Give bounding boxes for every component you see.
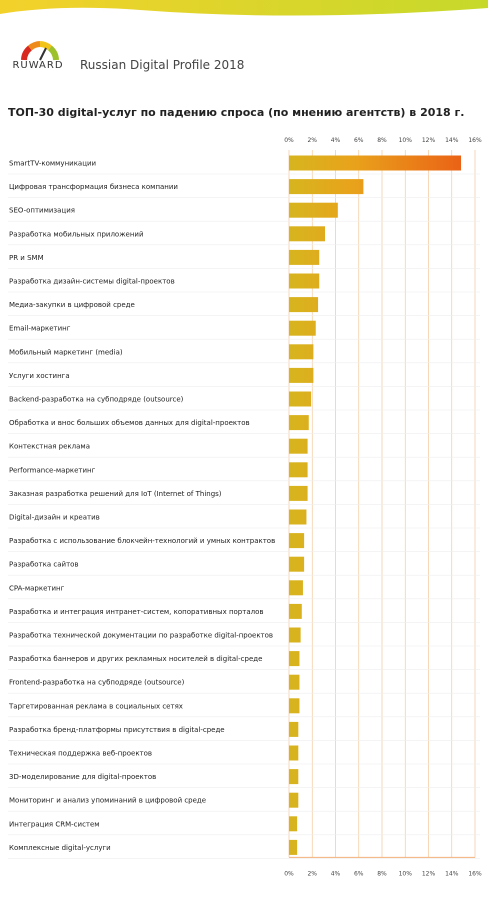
bar — [289, 721, 299, 737]
tick-label-top: 14% — [445, 137, 459, 144]
category-label: Интеграция CRM-систем — [9, 820, 100, 828]
tick-label-bottom: 16% — [468, 870, 482, 877]
bar — [289, 415, 309, 431]
tick-label-bottom: 8% — [377, 870, 387, 877]
category-label: Разработка технической документации по р… — [9, 632, 273, 640]
category-label: Техническая поддержка веб-проектов — [8, 750, 152, 758]
tick-label-bottom: 6% — [354, 870, 364, 877]
brand-name: RUWARD — [12, 60, 64, 71]
category-label: Backend-разработка на субподряде (outsou… — [9, 396, 184, 404]
ruward-logo — [8, 34, 72, 74]
bar — [289, 179, 364, 195]
bar — [289, 792, 299, 808]
category-label: Медиа-закупки в цифровой среде — [9, 301, 135, 309]
category-label: Контекстная реклама — [9, 443, 90, 451]
tick-label-bottom: 10% — [399, 870, 413, 877]
category-label: Комплексные digital-услуги — [9, 844, 111, 852]
category-label: Обработка и внос больших объемов данных … — [9, 419, 250, 427]
bar — [289, 273, 320, 289]
category-label: CPA-маркетинг — [9, 584, 65, 592]
category-label: Мобильный маркетинг (media) — [9, 348, 123, 356]
bar — [289, 226, 326, 242]
gauge-icon — [21, 41, 59, 61]
horizontal-bar-chart: 0% 0% 2% 2% 4% 4% 6% 6% 8% 8% 10% 10% 12% 12% 14% 14% 16… — [8, 137, 482, 877]
top-decorative-band — [0, 0, 488, 16]
tick-label-top: 12% — [422, 137, 436, 144]
category-label: Разработка с использование блокчейн-техн… — [9, 537, 275, 545]
tick-label-top: 4% — [331, 137, 341, 144]
category-label: SmartTV-коммуникации — [9, 160, 96, 168]
bar — [289, 556, 305, 572]
bar — [289, 344, 314, 360]
bar — [289, 249, 320, 265]
bar — [289, 816, 298, 832]
bar — [289, 533, 305, 549]
bar — [289, 202, 338, 218]
bar — [289, 674, 300, 690]
category-label: SEO-оптимизация — [9, 207, 75, 215]
bar — [289, 698, 300, 714]
bar — [289, 391, 312, 407]
tick-label-bottom: 12% — [422, 870, 436, 877]
chart-title: ТОП-30 digital-услуг по падению спроса (… — [8, 106, 465, 119]
bar — [289, 367, 314, 383]
category-label: Разработка баннеров и других рекламных н… — [9, 655, 262, 663]
bar — [289, 462, 308, 478]
top-band-shape — [0, 0, 488, 16]
bar — [289, 839, 298, 855]
category-label: Digital-дизайн и креатив — [9, 514, 100, 522]
bar — [289, 297, 319, 313]
tick-label-top: 16% — [468, 137, 482, 144]
bar — [289, 651, 300, 667]
bar — [289, 509, 307, 525]
tick-label-top: 6% — [354, 137, 364, 144]
report-subtitle: Russian Digital Profile 2018 — [80, 58, 245, 72]
tick-label-top: 10% — [399, 137, 413, 144]
bar — [289, 769, 299, 785]
category-label: 3D-моделирование для digital-проектов — [9, 773, 156, 781]
category-label: Разработка дизайн-системы digital-проект… — [9, 278, 175, 286]
category-label: Frontend-разработка на субподряде (outso… — [9, 679, 185, 687]
bar — [289, 580, 303, 596]
category-label: Email-маркетинг — [9, 325, 71, 333]
category-label: Услуги хостинга — [9, 372, 70, 380]
bar — [289, 603, 302, 619]
category-label: Разработка сайтов — [9, 561, 79, 569]
tick-label-bottom: 2% — [307, 870, 317, 877]
category-label: PR и SMM — [9, 254, 44, 262]
category-label: Разработка бренд-платформы присутствия в… — [9, 726, 225, 734]
tick-label-bottom: 0% — [284, 870, 294, 877]
bar — [289, 485, 308, 501]
bar — [289, 627, 301, 643]
tick-label-bottom: 4% — [331, 870, 341, 877]
category-label: Заказная разработка решений для IoT (Int… — [9, 490, 222, 498]
bar — [289, 438, 308, 454]
tick-label-bottom: 14% — [445, 870, 459, 877]
tick-label-top: 0% — [284, 137, 294, 144]
bar — [289, 320, 316, 336]
category-label: Разработка и интеграция интранет-систем,… — [9, 608, 264, 616]
category-label: Разработка мобильных приложений — [9, 230, 144, 238]
bar — [289, 155, 462, 171]
bar — [289, 745, 299, 761]
tick-label-top: 2% — [307, 137, 317, 144]
category-label: Таргетированная реклама в социальных сет… — [8, 702, 183, 710]
category-label: Цифровая трансформация бизнеса компании — [9, 183, 178, 191]
category-label: Мониторинг и анализ упоминаний в цифрово… — [9, 797, 206, 805]
category-label: Performance-маркетинг — [9, 466, 96, 474]
tick-label-top: 8% — [377, 137, 387, 144]
